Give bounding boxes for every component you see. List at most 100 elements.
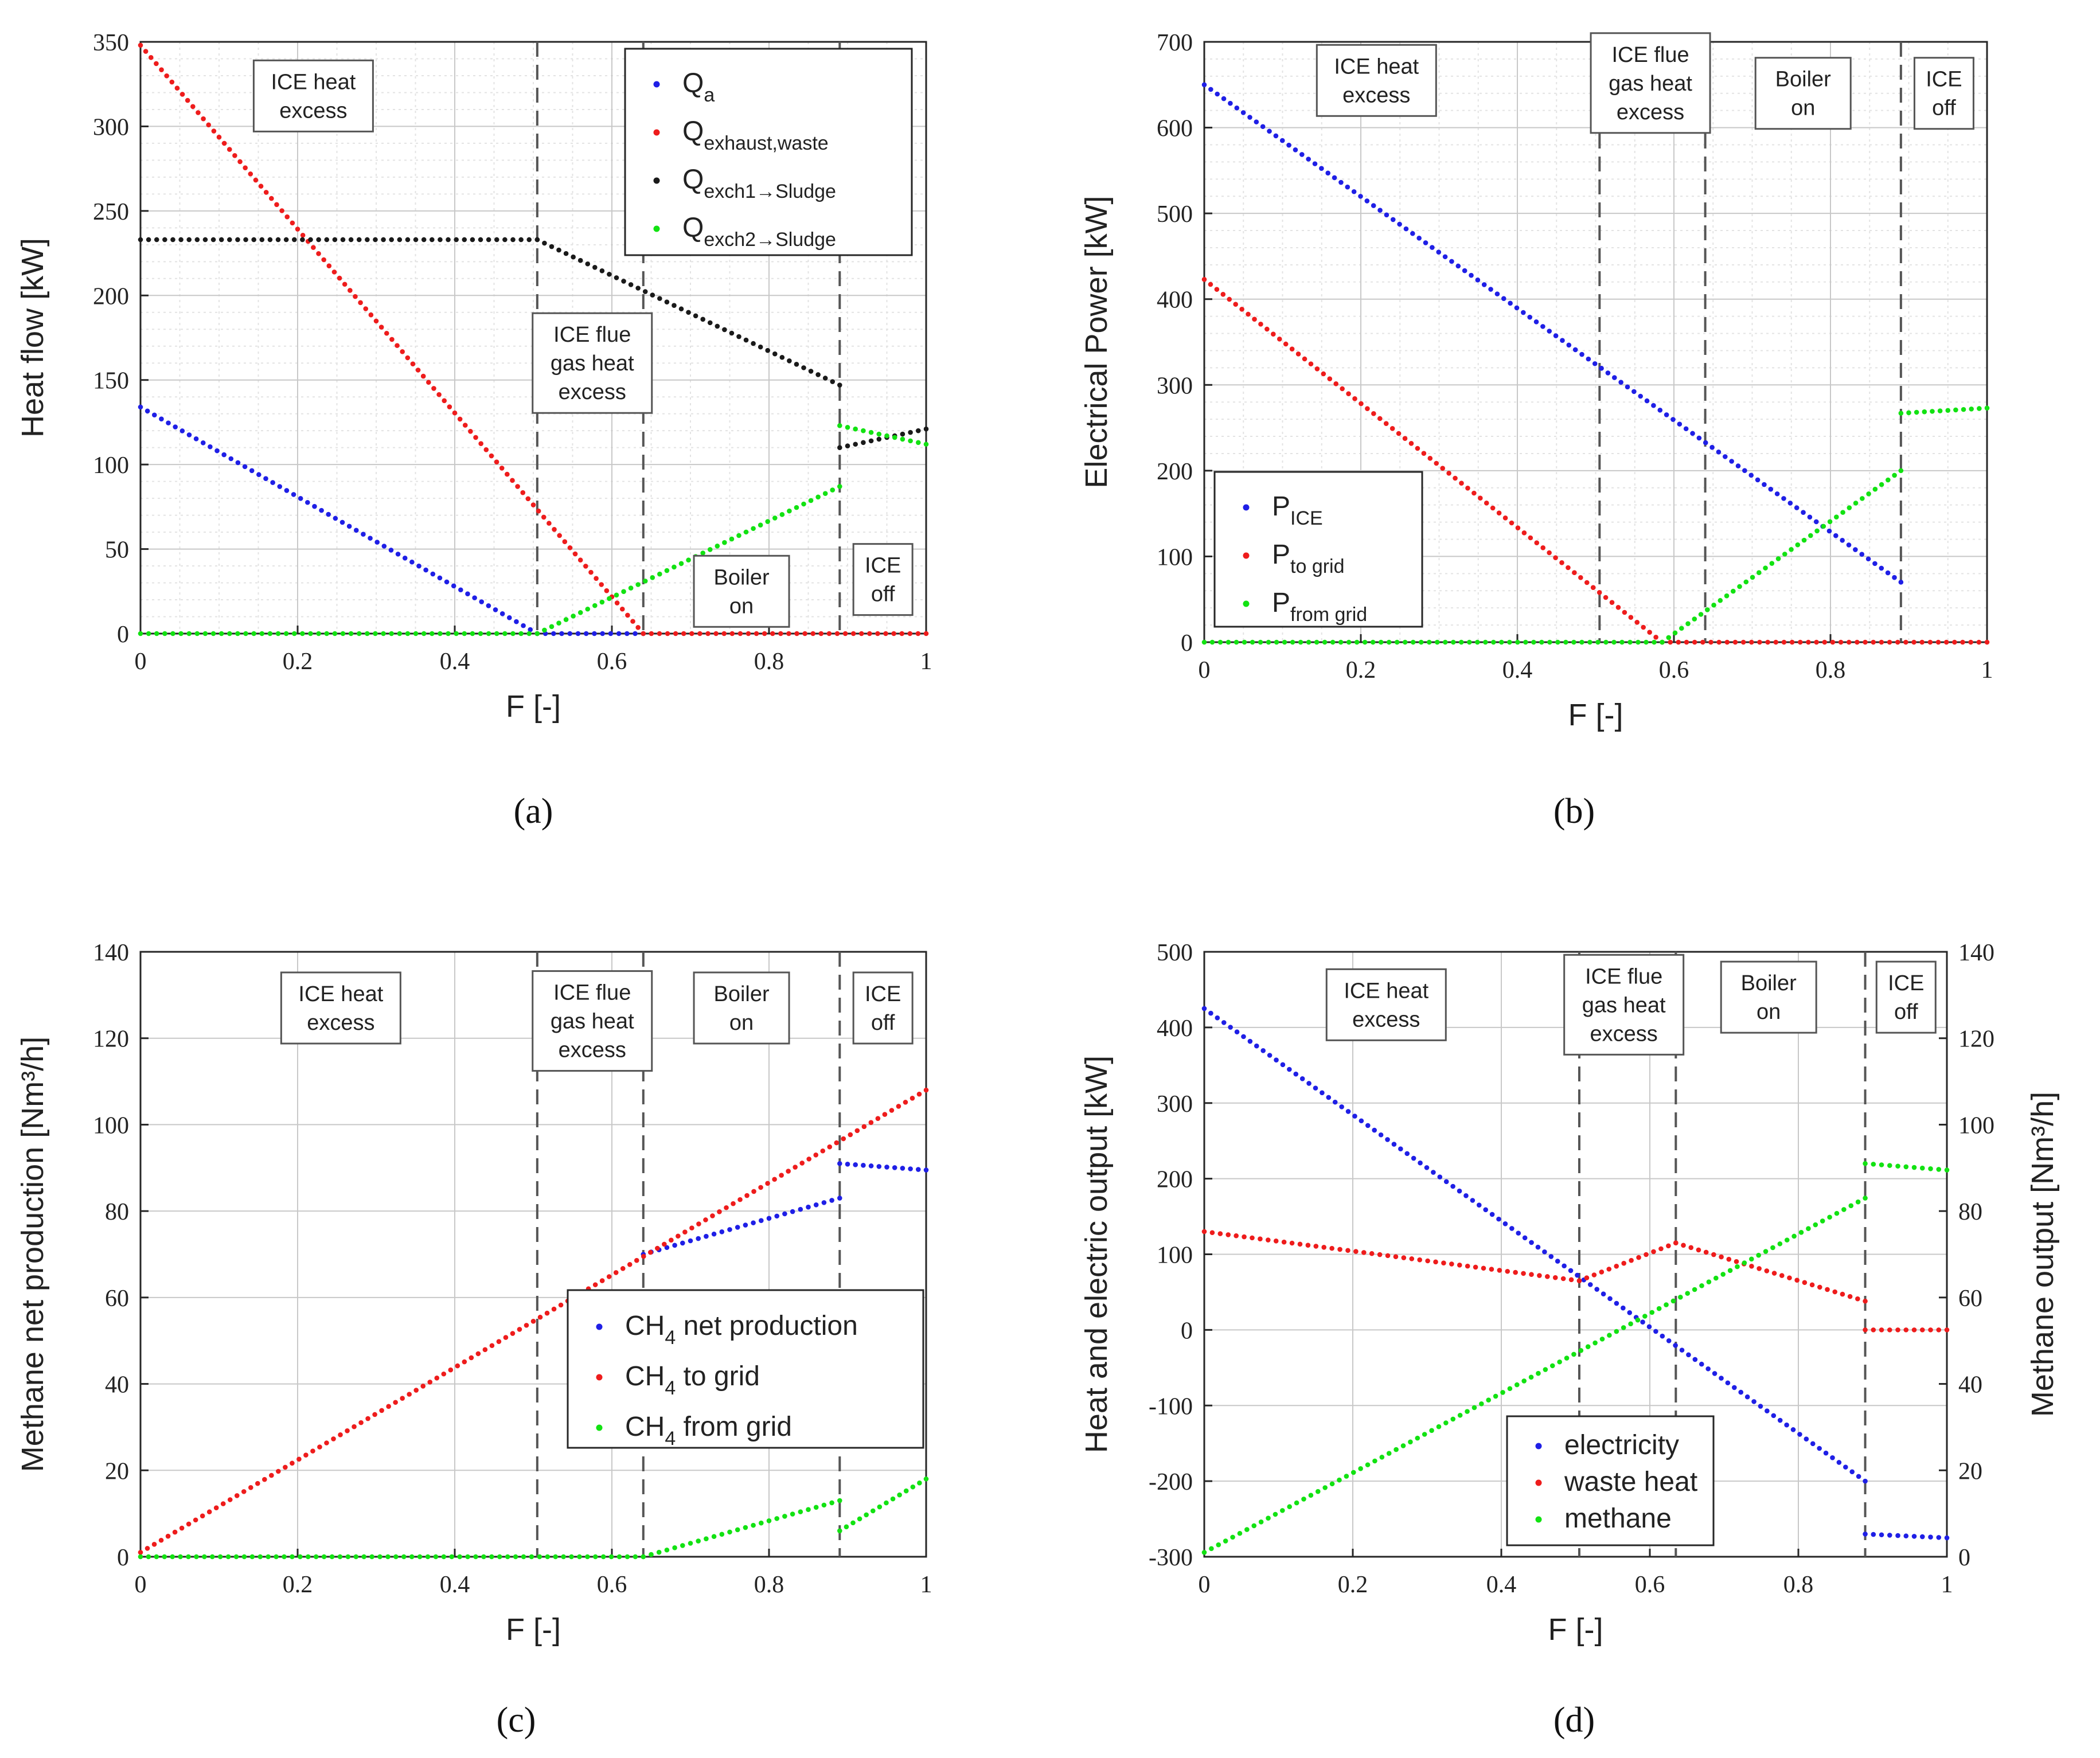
- data-point: [1403, 226, 1409, 232]
- data-point: [361, 1554, 366, 1560]
- data-point: [1696, 1247, 1701, 1253]
- data-point: [353, 294, 358, 299]
- data-point: [202, 237, 208, 243]
- data-point: [908, 429, 913, 435]
- data-point: [213, 1505, 219, 1510]
- data-point: [1353, 1249, 1359, 1254]
- data-point: [642, 289, 648, 294]
- data-point: [1944, 1327, 1950, 1333]
- data-point: [633, 631, 638, 636]
- data-point: [656, 1549, 662, 1555]
- data-point: [1603, 595, 1609, 600]
- data-point: [200, 1513, 205, 1519]
- data-point: [241, 1489, 247, 1494]
- data-point: [743, 1525, 748, 1530]
- data-point: [1252, 317, 1257, 322]
- legend-box: [624, 48, 913, 256]
- data-point: [1692, 616, 1697, 622]
- data-point: [1666, 635, 1672, 640]
- data-point: [373, 237, 378, 243]
- data-point: [295, 226, 300, 232]
- data-point: [513, 1554, 518, 1560]
- data-point: [305, 499, 310, 505]
- data-point: [1250, 1235, 1255, 1241]
- data-point: [451, 583, 456, 589]
- data-point: [790, 1511, 795, 1517]
- annotation-text: ICE flue: [553, 981, 631, 1005]
- data-point: [562, 539, 568, 544]
- data-point: [1209, 1546, 1214, 1552]
- data-point: [1298, 639, 1303, 645]
- data-point: [1308, 1493, 1314, 1498]
- data-point: [600, 1554, 606, 1560]
- data-point: [735, 1225, 740, 1230]
- data-point: [1220, 292, 1226, 297]
- data-point: [1711, 603, 1716, 608]
- data-point: [1757, 639, 1762, 645]
- data-point: [1302, 356, 1307, 362]
- data-point: [346, 524, 352, 529]
- data-point: [1609, 600, 1615, 605]
- data-point: [876, 431, 882, 437]
- data-point: [340, 631, 346, 636]
- data-point: [1840, 510, 1845, 515]
- x-tick-label: 0: [135, 1572, 147, 1598]
- legend-label-subscript: to grid: [1290, 556, 1345, 577]
- legend-box: [1506, 1415, 1715, 1546]
- data-point: [834, 631, 840, 636]
- data-point: [510, 237, 516, 243]
- data-point: [206, 1509, 212, 1515]
- data-point: [241, 1554, 247, 1560]
- data-point: [1806, 1226, 1811, 1231]
- annotation-text: excess: [279, 99, 347, 123]
- data-point: [1960, 639, 1965, 645]
- data-point: [1706, 1279, 1712, 1285]
- y-tick-label: 300: [1157, 373, 1193, 399]
- data-point: [486, 237, 491, 243]
- series-waste-heat: [1201, 1229, 1950, 1333]
- y-right-tick-label: 140: [1958, 940, 1994, 966]
- annotation-text: ICE: [865, 554, 901, 578]
- annotation-box: [280, 971, 401, 1045]
- y-tick-label: 400: [1157, 1015, 1193, 1042]
- data-point: [251, 631, 256, 636]
- data-point: [470, 237, 475, 243]
- data-point: [437, 575, 443, 581]
- data-point: [815, 372, 821, 377]
- data-point: [1935, 639, 1941, 645]
- data-point: [594, 576, 599, 581]
- data-point: [542, 627, 547, 633]
- data-point: [1855, 639, 1860, 645]
- data-point: [1564, 1355, 1570, 1361]
- data-point: [1748, 1256, 1754, 1262]
- data-point: [737, 1197, 743, 1202]
- x-tick-label: 0.8: [754, 648, 784, 675]
- data-point: [425, 1554, 431, 1560]
- panel-label: (d): [1553, 1701, 1595, 1740]
- data-point: [165, 1533, 171, 1539]
- annotation-text: off: [871, 1011, 895, 1035]
- data-point: [1434, 639, 1440, 645]
- data-point: [689, 1225, 694, 1230]
- data-point: [1863, 1532, 1868, 1537]
- data-point: [1742, 468, 1747, 474]
- data-point: [577, 557, 583, 563]
- data-point: [1775, 556, 1781, 561]
- data-point: [1559, 560, 1564, 565]
- data-point: [1453, 475, 1458, 481]
- data-point: [1560, 1276, 1566, 1282]
- data-point: [193, 1517, 198, 1523]
- panel-label: (b): [1553, 792, 1595, 831]
- data-point: [1369, 1251, 1375, 1256]
- data-point: [1568, 1268, 1574, 1273]
- data-point: [1402, 436, 1408, 441]
- data-point: [1377, 416, 1383, 421]
- y-tick-label: 400: [1157, 287, 1193, 314]
- data-point: [1713, 1275, 1719, 1281]
- data-point: [1260, 1048, 1266, 1053]
- data-point: [664, 1245, 670, 1251]
- data-point: [837, 1196, 842, 1201]
- annotation-text: ICE: [1888, 971, 1924, 995]
